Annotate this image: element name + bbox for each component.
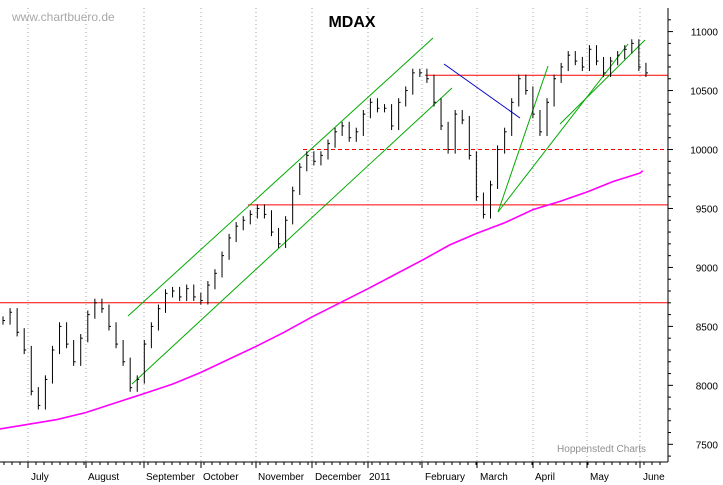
- trend-line-3: [497, 43, 629, 213]
- y-tick-label-8000: 8000: [696, 381, 719, 392]
- y-tick-label-9500: 9500: [696, 204, 719, 215]
- y-axis-ticks: 7500 8000 8500 9000 9500 10000 10500 11000: [668, 19, 719, 457]
- x-tick-label-11: June: [643, 472, 665, 483]
- x-tick-label-1: August: [88, 472, 119, 483]
- x-tick-label-8: March: [480, 472, 508, 483]
- chart-title: MDAX: [328, 14, 375, 31]
- x-tick-label-9: April: [535, 472, 555, 483]
- trend-line-5: [443, 63, 521, 119]
- x-tick-label-5: December: [315, 472, 362, 483]
- y-tick-label-9000: 9000: [696, 263, 719, 274]
- x-tick-label-4: November: [258, 472, 305, 483]
- x-tick-label-10: May: [590, 472, 609, 483]
- trend-line-0: [127, 37, 434, 317]
- axes: [0, 8, 669, 463]
- y-tick-label-10500: 10500: [690, 87, 718, 98]
- y-tick-label-10000: 10000: [690, 146, 718, 157]
- source-credit: Hoppenstedt Charts: [557, 444, 646, 455]
- grid-lines: [27, 8, 641, 462]
- x-tick-label-7: February: [425, 472, 465, 483]
- x-tick-label-6: 2011: [369, 472, 391, 483]
- trend-line-1: [131, 87, 453, 385]
- trend-line-4: [559, 39, 646, 125]
- moving-average: [0, 170, 644, 430]
- y-tick-label-8500: 8500: [696, 322, 719, 333]
- horizontal-levels: [0, 74, 668, 304]
- y-tick-label-11000: 11000: [691, 28, 719, 39]
- trend-line-2: [497, 65, 549, 213]
- x-tick-label-2: September: [146, 472, 196, 483]
- watermark-text: www.chartbuero.de: [11, 10, 115, 24]
- x-tick-label-3: October: [203, 472, 239, 483]
- y-tick-label-7500: 7500: [696, 440, 719, 451]
- price-bars: [2, 39, 648, 410]
- moving-average-line: [0, 170, 644, 430]
- x-axis-ticks: July August September October November Decemb…: [3, 462, 665, 483]
- trend-channels: [127, 37, 646, 385]
- x-tick-label-0: July: [31, 472, 49, 483]
